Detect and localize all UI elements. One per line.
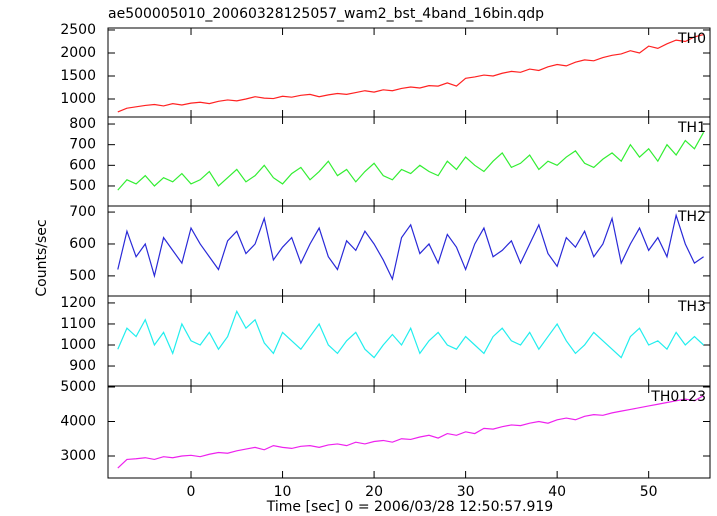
data-line bbox=[117, 395, 704, 469]
panel-frame bbox=[107, 116, 711, 207]
x-tick-label: 30 bbox=[457, 484, 475, 500]
y-tick-label: 1000 bbox=[60, 91, 96, 107]
panel-frame bbox=[107, 385, 711, 479]
y-tick-label: 3000 bbox=[60, 448, 96, 464]
y-tick-label: 4000 bbox=[60, 413, 96, 429]
y-tick-label: 1200 bbox=[60, 295, 96, 311]
y-tick-label: 800 bbox=[69, 116, 96, 132]
series-label: TH0123 bbox=[650, 389, 706, 405]
panel-frame bbox=[107, 205, 711, 297]
y-tick-label: 5000 bbox=[60, 379, 96, 395]
chart-title: ae500005010_20060328125057_wam2_bst_4ban… bbox=[108, 6, 544, 22]
x-tick-label: 10 bbox=[274, 484, 292, 500]
y-tick-label: 2500 bbox=[60, 22, 96, 38]
y-tick-label: 700 bbox=[69, 204, 96, 220]
y-tick-label: 1000 bbox=[60, 337, 96, 353]
y-tick-label: 600 bbox=[69, 157, 96, 173]
data-line bbox=[117, 309, 704, 359]
x-tick-label: 20 bbox=[365, 484, 383, 500]
x-tick-label: 0 bbox=[187, 484, 196, 500]
series-label: TH0 bbox=[677, 31, 706, 47]
panel-frame bbox=[107, 27, 711, 118]
data-line bbox=[117, 131, 705, 191]
y-tick-label: 1100 bbox=[60, 316, 96, 332]
x-tick-label: 40 bbox=[548, 484, 566, 500]
y-axis-label: Counts/sec bbox=[34, 219, 50, 296]
y-tick-label: 600 bbox=[69, 236, 96, 252]
y-tick-label: 1500 bbox=[60, 68, 96, 84]
y-tick-label: 2000 bbox=[60, 45, 96, 61]
series-label: TH2 bbox=[677, 209, 706, 225]
y-tick-label: 500 bbox=[69, 178, 96, 194]
data-line bbox=[117, 212, 704, 281]
y-tick-label: 700 bbox=[69, 137, 96, 153]
series-label: TH1 bbox=[677, 120, 706, 136]
x-tick-label: 50 bbox=[640, 484, 658, 500]
y-tick-label: 900 bbox=[69, 358, 96, 374]
x-axis-label: Time [sec] 0 = 2006/03/28 12:50:57.919 bbox=[266, 499, 553, 515]
series-label: TH3 bbox=[677, 299, 706, 315]
panel-frame bbox=[107, 295, 711, 387]
data-line bbox=[117, 33, 704, 113]
y-tick-label: 500 bbox=[69, 268, 96, 284]
